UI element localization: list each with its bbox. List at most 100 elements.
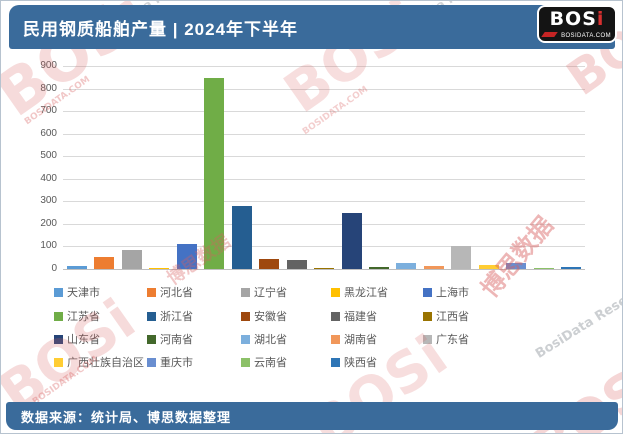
legend-swatch-icon bbox=[147, 357, 156, 367]
y-axis-tick-label: 600 bbox=[40, 127, 57, 139]
legend-label: 江苏省 bbox=[67, 311, 100, 323]
legend-label: 广东省 bbox=[436, 334, 469, 346]
bar-上海市 bbox=[176, 244, 197, 269]
legend-swatch-icon bbox=[147, 311, 156, 321]
gridline-y700 bbox=[63, 111, 585, 113]
legend-swatch-icon bbox=[54, 334, 63, 344]
gridline-y800 bbox=[63, 88, 585, 90]
legend-label: 江西省 bbox=[436, 311, 469, 323]
y-axis-tick-label: 900 bbox=[40, 60, 57, 71]
legend-swatch-icon bbox=[147, 334, 156, 344]
bar-福建省 bbox=[286, 259, 307, 269]
gridline-y500 bbox=[63, 156, 585, 158]
legend-item-广东省: 广东省 bbox=[423, 331, 469, 347]
bar-广东省 bbox=[451, 246, 472, 269]
legend-swatch-icon bbox=[331, 357, 340, 367]
y-axis-tick-label: 700 bbox=[40, 105, 57, 117]
logo-red-flag-icon bbox=[541, 32, 558, 37]
legend-swatch-icon bbox=[54, 311, 63, 321]
bar-江西省 bbox=[314, 268, 334, 269]
legend-item-云南省: 云南省 bbox=[241, 354, 287, 370]
legend-label: 重庆市 bbox=[160, 357, 193, 369]
legend-swatch-icon bbox=[241, 357, 250, 367]
bar-江苏省 bbox=[204, 78, 225, 269]
footer-bar: 数据来源：统计局、博思数据整理 bbox=[6, 402, 618, 430]
bar-安徽省 bbox=[259, 259, 280, 269]
legend-item-广西壮族自治区: 广西壮族自治区 bbox=[54, 354, 144, 370]
legend-label: 广西壮族自治区 bbox=[67, 357, 144, 369]
legend-item-湖北省: 湖北省 bbox=[241, 331, 287, 347]
legend-item-湖南省: 湖南省 bbox=[331, 331, 377, 347]
legend-label: 福建省 bbox=[344, 311, 377, 323]
logo-site-text: BOSIDATA.COM bbox=[561, 33, 611, 39]
legend-item-辽宁省: 辽宁省 bbox=[241, 284, 287, 300]
logo-wordmark: BOSi bbox=[539, 8, 615, 30]
page-title: 民用钢质船舶产量 | 2024年下半年 bbox=[23, 19, 299, 39]
legend-item-河北省: 河北省 bbox=[147, 284, 193, 300]
legend-swatch-icon bbox=[331, 334, 340, 344]
legend-label: 黑龙江省 bbox=[344, 287, 388, 299]
legend-label: 河北省 bbox=[160, 287, 193, 299]
y-axis-tick-label: 200 bbox=[40, 217, 57, 229]
gridline-y0 bbox=[63, 269, 585, 270]
legend-swatch-icon bbox=[423, 287, 432, 297]
legend-item-上海市: 上海市 bbox=[423, 284, 469, 300]
gridline-y300 bbox=[63, 201, 585, 203]
gridline-y200 bbox=[63, 223, 585, 225]
bar-天津市 bbox=[66, 266, 87, 269]
legend-label: 上海市 bbox=[436, 287, 469, 299]
bar-河北省 bbox=[94, 256, 115, 269]
bar-重庆市 bbox=[506, 262, 527, 269]
legend-swatch-icon bbox=[423, 334, 432, 344]
bar-湖南省 bbox=[423, 265, 444, 269]
legend-item-山东省: 山东省 bbox=[54, 331, 100, 347]
logo-text-i: i bbox=[596, 8, 605, 30]
data-source-text: 数据来源：统计局、博思数据整理 bbox=[21, 409, 232, 425]
legend-label: 陕西省 bbox=[344, 357, 377, 369]
bar-辽宁省 bbox=[121, 249, 142, 269]
legend-swatch-icon bbox=[54, 287, 63, 297]
logo-text-bos: BOS bbox=[549, 8, 597, 30]
gridline-y100 bbox=[63, 246, 585, 248]
legend-label: 山东省 bbox=[67, 334, 100, 346]
legend-item-福建省: 福建省 bbox=[331, 308, 377, 324]
y-axis-tick-label: 400 bbox=[40, 172, 57, 184]
gridline-y400 bbox=[63, 178, 585, 180]
gridline-y900 bbox=[63, 66, 585, 67]
legend-item-江苏省: 江苏省 bbox=[54, 308, 100, 324]
bar-河南省 bbox=[368, 267, 389, 269]
legend-item-河南省: 河南省 bbox=[147, 331, 193, 347]
gridline-y600 bbox=[63, 133, 585, 135]
y-axis-tick-label: 300 bbox=[40, 195, 57, 207]
bar-广西壮族自治区 bbox=[478, 264, 499, 269]
y-axis-tick-label: 800 bbox=[40, 82, 57, 94]
legend-item-天津市: 天津市 bbox=[54, 284, 100, 300]
legend-label: 辽宁省 bbox=[254, 287, 287, 299]
y-axis-tick-label: 100 bbox=[40, 240, 57, 252]
legend-swatch-icon bbox=[54, 357, 63, 367]
legend-label: 云南省 bbox=[254, 357, 287, 369]
header-bar: 民用钢质船舶产量 | 2024年下半年 bbox=[9, 5, 615, 49]
legend-swatch-icon bbox=[241, 311, 250, 321]
legend-swatch-icon bbox=[147, 287, 156, 297]
y-axis-tick-label: 500 bbox=[40, 150, 57, 162]
legend-swatch-icon bbox=[331, 311, 340, 321]
legend-label: 安徽省 bbox=[254, 311, 287, 323]
bar-湖北省 bbox=[396, 262, 417, 269]
legend-swatch-icon bbox=[241, 287, 250, 297]
legend-item-浙江省: 浙江省 bbox=[147, 308, 193, 324]
legend-item-陕西省: 陕西省 bbox=[331, 354, 377, 370]
legend-label: 天津市 bbox=[67, 287, 100, 299]
legend-swatch-icon bbox=[423, 311, 432, 321]
bar-山东省 bbox=[341, 212, 362, 269]
legend-swatch-icon bbox=[331, 287, 340, 297]
bar-黑龙江省 bbox=[149, 268, 170, 269]
legend-item-安徽省: 安徽省 bbox=[241, 308, 287, 324]
legend-item-重庆市: 重庆市 bbox=[147, 354, 193, 370]
legend-item-江西省: 江西省 bbox=[423, 308, 469, 324]
legend-label: 河南省 bbox=[160, 334, 193, 346]
bar-陕西省 bbox=[561, 267, 582, 269]
bar-云南省 bbox=[533, 267, 554, 269]
